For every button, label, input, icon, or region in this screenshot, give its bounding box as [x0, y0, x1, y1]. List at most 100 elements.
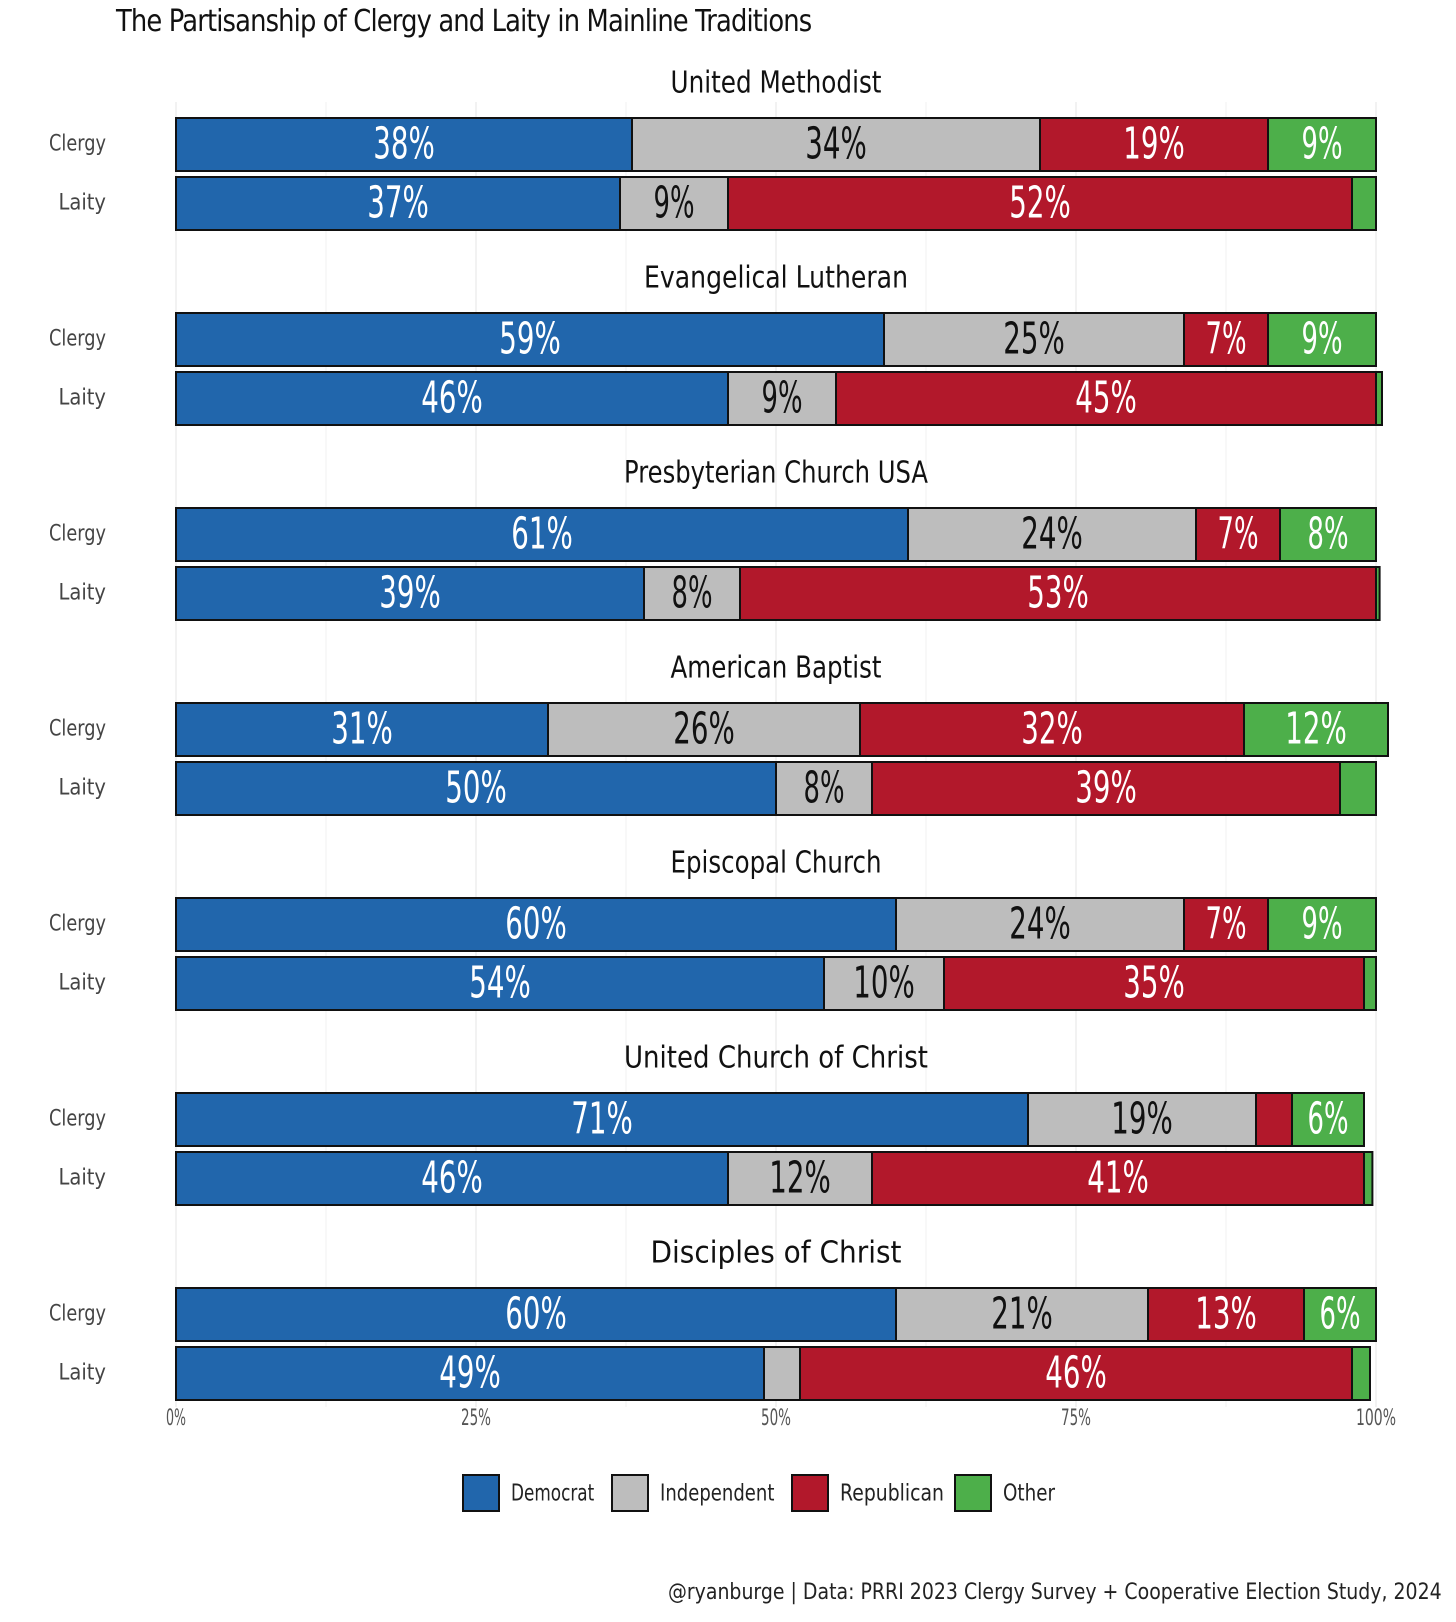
bar-segment — [895, 897, 1185, 952]
bar-segment — [1147, 1287, 1305, 1342]
bar-segment — [175, 702, 549, 757]
data-label: 21% — [991, 1289, 1053, 1340]
bar-segment — [1351, 176, 1377, 231]
data-label: 53% — [1027, 568, 1089, 619]
data-label: 41% — [1087, 1153, 1149, 1204]
data-label: 6% — [1308, 1094, 1349, 1145]
bar-segment — [175, 176, 621, 231]
row-label: Laity — [59, 1361, 107, 1386]
bar-segment — [739, 566, 1377, 621]
panel-title: United Church of Christ — [624, 1041, 928, 1076]
data-label: 46% — [421, 373, 483, 424]
data-label: 13% — [1195, 1289, 1257, 1340]
row-label: Laity — [59, 776, 107, 801]
data-label: 26% — [673, 704, 735, 755]
data-label: 8% — [804, 763, 845, 814]
bar-segment — [175, 1151, 729, 1206]
data-label: 46% — [421, 1153, 483, 1204]
data-label: 6% — [1320, 1289, 1361, 1340]
data-label: 38% — [373, 119, 435, 170]
row-label: Clergy — [49, 132, 106, 157]
data-label: 8% — [672, 568, 713, 619]
bar-segment — [175, 507, 909, 562]
chart-caption: @ryanburge | Data: PRRI 2023 Clergy Surv… — [668, 1580, 1442, 1605]
bar-segment — [1255, 1092, 1293, 1147]
row-label: Clergy — [49, 717, 106, 742]
data-label: 34% — [805, 119, 867, 170]
data-label: 24% — [1021, 509, 1083, 560]
bar-segment — [175, 312, 885, 367]
bar-segment — [1363, 956, 1377, 1011]
bar-segment — [883, 312, 1185, 367]
data-label: 37% — [367, 178, 429, 229]
bar-segment — [1279, 507, 1377, 562]
bar-segment — [1183, 312, 1269, 367]
data-label: 7% — [1206, 899, 1247, 950]
data-label: 9% — [654, 178, 695, 229]
bar-segment — [1375, 566, 1381, 621]
x-tick-label: 50% — [761, 1406, 791, 1431]
bar-segment — [763, 1346, 801, 1401]
data-label: 49% — [439, 1348, 501, 1399]
bar-segment — [727, 1151, 873, 1206]
data-label: 39% — [1075, 763, 1137, 814]
data-label: 19% — [1123, 119, 1185, 170]
bar-segment — [799, 1346, 1353, 1401]
bar-segment — [871, 761, 1341, 816]
bar-segment — [907, 507, 1197, 562]
data-label: 7% — [1218, 509, 1259, 560]
data-label: 46% — [1045, 1348, 1107, 1399]
legend-swatch — [611, 1474, 649, 1512]
data-label: 60% — [505, 1289, 567, 1340]
data-label: 45% — [1075, 373, 1137, 424]
bar-segment — [1375, 371, 1383, 426]
row-label: Clergy — [49, 1107, 106, 1132]
data-label: 32% — [1021, 704, 1083, 755]
chart-title: The Partisanship of Clergy and Laity in … — [116, 4, 812, 39]
data-label: 8% — [1308, 509, 1349, 560]
legend-swatch — [462, 1474, 500, 1512]
bar-segment — [547, 702, 861, 757]
x-tick-label: 75% — [1061, 1406, 1091, 1431]
data-label: 52% — [1009, 178, 1071, 229]
bar-segment — [1267, 897, 1377, 952]
row-label: Laity — [59, 1166, 107, 1191]
data-label: 9% — [1302, 119, 1343, 170]
bar-segment — [1363, 1151, 1374, 1206]
bar-segment — [775, 761, 873, 816]
data-label: 39% — [379, 568, 441, 619]
legend-swatch — [954, 1474, 992, 1512]
x-tick-label: 25% — [461, 1406, 491, 1431]
data-label: 60% — [505, 899, 567, 950]
data-label: 9% — [762, 373, 803, 424]
bar-segment — [631, 117, 1041, 172]
row-label: Clergy — [49, 912, 106, 937]
bar-segment — [175, 1287, 897, 1342]
bar-segment — [175, 1092, 1029, 1147]
legend-label: Independent — [660, 1481, 774, 1507]
legend-label: Democrat — [511, 1481, 594, 1507]
row-label: Laity — [59, 581, 107, 606]
row-label: Laity — [59, 971, 107, 996]
legend-swatch — [791, 1474, 829, 1512]
bar-segment — [1303, 1287, 1377, 1342]
data-label: 31% — [331, 704, 393, 755]
data-label: 71% — [571, 1094, 633, 1145]
bar-segment — [727, 176, 1353, 231]
bar-segment — [175, 956, 825, 1011]
data-label: 7% — [1206, 314, 1247, 365]
data-label: 10% — [853, 958, 915, 1009]
bar-segment — [823, 956, 945, 1011]
x-tick-label: 0% — [166, 1406, 186, 1431]
bar-segment — [1291, 1092, 1365, 1147]
panel-title: Disciples of Christ — [651, 1236, 902, 1271]
bar-segment — [1267, 117, 1377, 172]
legend-label: Republican — [840, 1481, 944, 1507]
row-label: Laity — [59, 386, 107, 411]
bar-segment — [175, 1346, 765, 1401]
panel-title: American Baptist — [671, 651, 882, 686]
legend-label: Other — [1003, 1481, 1055, 1507]
bar-segment — [727, 371, 837, 426]
bar-segment — [175, 566, 645, 621]
